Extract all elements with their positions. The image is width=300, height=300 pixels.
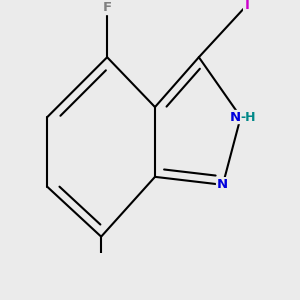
Text: F: F bbox=[103, 1, 112, 14]
Text: N: N bbox=[217, 178, 228, 191]
Text: N: N bbox=[230, 110, 241, 124]
Text: -H: -H bbox=[241, 110, 256, 124]
Text: I: I bbox=[244, 0, 249, 12]
Text: i: i bbox=[244, 0, 249, 12]
